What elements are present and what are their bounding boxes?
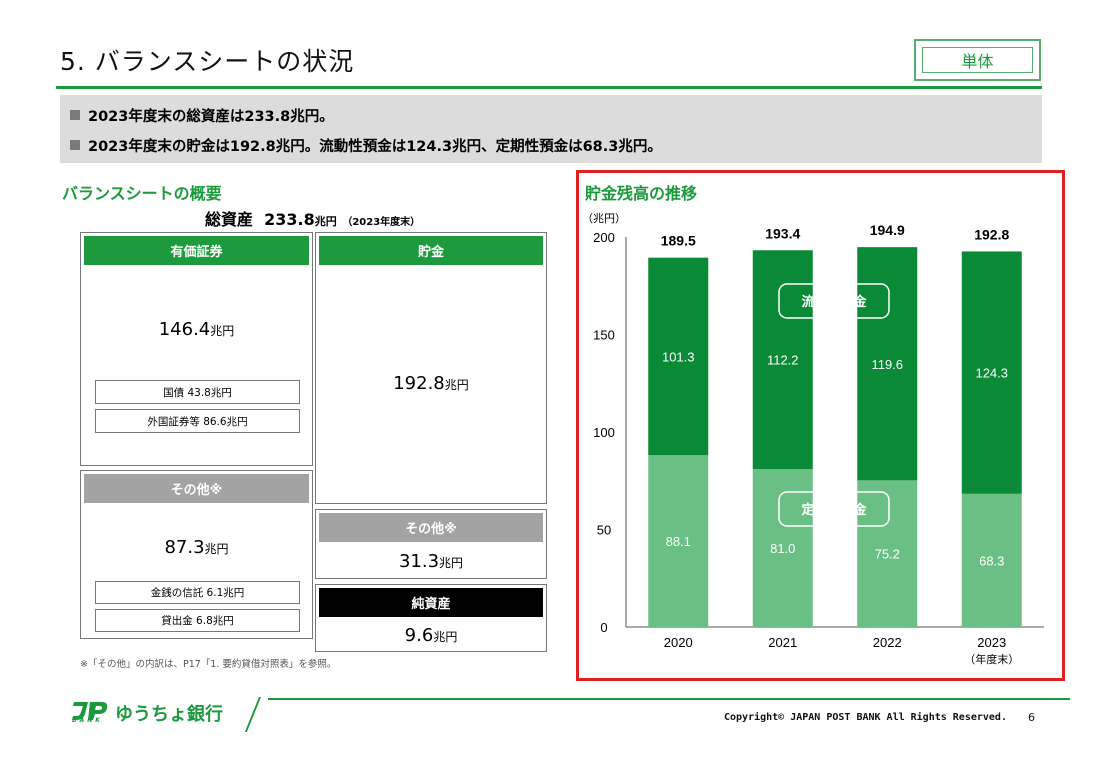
title-divider [56,86,1042,89]
y-tick-label: 100 [593,425,615,440]
jgb-breakdown: 国債 43.8兆円 [95,380,300,404]
bar-fixed-deposit [857,480,918,627]
y-tick-label: 50 [597,523,611,538]
logo-text: ゆうちょ銀行 [115,704,223,725]
summary-line-1: 2023年度末の総資産は233.8兆円。 [70,105,334,126]
data-label-total: 194.9 [870,222,905,238]
y-tick-label: 200 [593,230,615,245]
deposits-unit: 兆円 [444,378,469,392]
data-label-fixed: 81.0 [770,541,795,556]
chart-highlight-frame [576,170,1065,681]
footnote: ※「その他」の内訳は、P17「1. 要約貸借対照表」を参照。 [80,659,337,670]
foreign-securities-breakdown: 外国証券等 86.6兆円 [95,409,300,433]
data-label-fixed: 88.1 [666,534,691,549]
data-label-fixed: 75.2 [875,547,900,562]
data-label-liquid: 119.6 [871,357,903,372]
other-liabilities-header: その他※ [319,513,543,542]
other-assets-header: その他※ [84,474,309,503]
net-assets-header: 純資産 [319,588,543,617]
y-tick-label: 150 [593,328,615,343]
securities-header: 有価証券 [84,236,309,265]
data-label-total: 193.4 [765,225,800,241]
footer-slant-line [244,697,261,732]
total-assets-unit: 兆円 [314,215,337,228]
loans-breakdown: 貸出金 6.8兆円 [95,609,300,632]
net-assets-amount: 9.6 [404,625,434,646]
legend-fixed-text: 定期性預金 [800,502,867,517]
page-title: 5. バランスシートの状況 [60,47,355,76]
other-assets-box: その他※ 87.3兆円 金銭の信託 6.1兆円 貸出金 6.8兆円 [80,470,313,639]
bar-fixed-deposit [961,493,1022,627]
net-assets-value: 9.6兆円 [316,625,546,646]
data-label-total: 189.5 [661,233,696,249]
x-tick-label: 2023 [977,635,1006,650]
deposits-header: 貯金 [319,236,543,265]
balance-sheet-title: バランスシートの概要 [62,184,222,203]
chart-title: 貯金残高の推移 [585,184,698,203]
other-assets-amount: 87.3 [164,537,205,558]
summary-text-2: 2023年度末の貯金は192.8兆円。流動性預金は124.3兆円、定期性預金は6… [88,139,662,155]
total-assets-label: 総資産 [205,210,254,229]
money-trust-breakdown: 金銭の信託 6.1兆円 [95,581,300,604]
jp-bank-logo-icon [72,702,108,720]
x-tick-label: 2021 [768,635,797,650]
bar-fixed-deposit [752,469,813,627]
bar-liquid-deposit [961,251,1022,494]
legend-fixed-box [778,491,890,527]
scope-badge: 単体 [914,39,1041,81]
x-tick-label: 2022 [873,635,902,650]
bar-fixed-deposit [648,455,709,627]
total-assets-value: 233.8 [264,210,315,229]
bar-liquid-deposit [648,257,709,456]
square-bullet-icon [70,140,80,150]
other-assets-value: 87.3兆円 [81,537,312,558]
data-label-fixed: 68.3 [979,553,1004,568]
y-axis-unit-label: （兆円） [582,212,626,225]
other-liabilities-value: 31.3兆円 [316,551,546,572]
net-assets-unit: 兆円 [433,630,458,644]
data-label-liquid: 124.3 [975,366,1008,381]
data-label-liquid: 112.2 [767,353,799,368]
summary-text-1: 2023年度末の総資産は233.8兆円。 [88,109,334,125]
other-liabilities-box: その他※ 31.3兆円 [315,509,547,579]
footer-rule [268,698,1070,700]
deposits-box: 貯金 192.8兆円 [315,232,547,504]
other-liabilities-amount: 31.3 [398,551,440,572]
data-label-liquid: 101.3 [662,349,695,364]
net-assets-box: 純資産 9.6兆円 [315,584,547,652]
other-assets-unit: 兆円 [204,542,229,556]
deposits-value: 192.8兆円 [316,373,546,394]
securities-amount: 146.4 [158,319,211,340]
deposit-balance-chart: （兆円） 0 50 100 150 200 88.1 101.3 189.5 2020 81.0 11… [582,212,1044,666]
scope-badge-label: 単体 [922,47,1033,73]
x-axis-note: （年度末） [964,652,1019,666]
summary-box: 2023年度末の総資産は233.8兆円。 2023年度末の貯金は192.8兆円。… [60,95,1042,163]
x-tick-label: 2020 [664,635,693,650]
bar-liquid-deposit [752,250,813,470]
logo-sub-text: BANK [72,717,103,724]
legend-liquid-text: 流動性預金 [801,294,867,309]
total-assets: 総資産 233.8兆円 （2023年度末） [205,206,420,230]
y-tick-label: 0 [600,620,607,635]
securities-box: 有価証券 146.4兆円 国債 43.8兆円 外国証券等 86.6兆円 [80,232,313,466]
square-bullet-icon [70,110,80,120]
securities-value: 146.4兆円 [81,319,312,340]
page-number: 6 [1028,711,1035,724]
summary-line-2: 2023年度末の貯金は192.8兆円。流動性預金は124.3兆円、定期性預金は6… [70,135,662,156]
copyright-text: Copyright© JAPAN POST BANK All Rights Re… [724,712,1007,723]
other-liabilities-unit: 兆円 [439,556,464,570]
data-label-total: 192.8 [974,226,1009,242]
deposits-amount: 192.8 [393,373,445,394]
legend-liquid-box [778,283,890,319]
total-assets-note: （2023年度末） [342,217,421,228]
securities-unit: 兆円 [210,324,235,338]
